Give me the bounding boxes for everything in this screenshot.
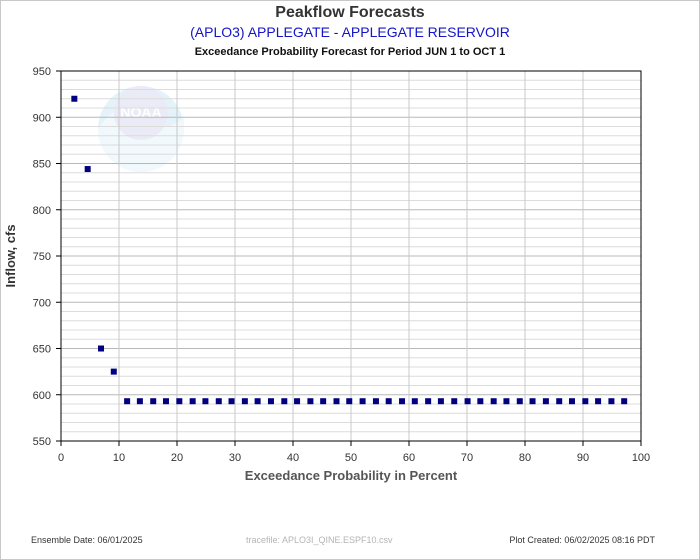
y-axis-label: Inflow, cfs — [3, 224, 18, 287]
data-point — [136, 398, 143, 405]
x-tick-label: 90 — [577, 452, 589, 464]
data-point — [281, 398, 288, 405]
y-tick-label: 800 — [33, 205, 51, 217]
data-point — [516, 398, 523, 405]
data-point — [71, 95, 78, 102]
x-tick-label: 50 — [345, 452, 357, 464]
data-point — [189, 398, 196, 405]
plot-created: Plot Created: 06/02/2025 08:16 PDT — [509, 535, 655, 545]
x-tick-label: 80 — [519, 452, 531, 464]
data-point — [411, 398, 418, 405]
data-point — [162, 398, 169, 405]
data-point — [385, 398, 392, 405]
data-point — [98, 345, 105, 352]
chart-title: Peakflow Forecasts — [275, 4, 425, 21]
y-tick-label: 700 — [33, 297, 51, 309]
y-tick-label: 600 — [33, 390, 51, 402]
x-tick-label: 0 — [58, 452, 64, 464]
data-point — [215, 398, 222, 405]
x-axis-label: Exceedance Probability in Percent — [245, 468, 458, 483]
data-point — [346, 398, 353, 405]
y-tick-label: 750 — [33, 251, 51, 263]
data-point — [359, 398, 366, 405]
data-point — [477, 398, 484, 405]
data-point — [503, 398, 510, 405]
y-tick-label: 550 — [33, 436, 51, 448]
chart-subtitle: (APLO3) APPLEGATE - APPLEGATE RESERVOIR — [190, 24, 510, 40]
data-point — [595, 398, 602, 405]
y-tick-label: 950 — [33, 66, 51, 78]
data-point — [464, 398, 471, 405]
y-tick-label: 850 — [33, 159, 51, 171]
x-tick-label: 30 — [229, 452, 241, 464]
data-point — [490, 398, 497, 405]
data-point — [254, 398, 261, 405]
data-point — [150, 398, 157, 405]
y-tick-label: 650 — [33, 344, 51, 356]
data-point — [451, 398, 458, 405]
data-point — [307, 398, 314, 405]
data-point — [529, 398, 536, 405]
data-point — [124, 398, 131, 405]
data-point — [425, 398, 432, 405]
data-point — [84, 166, 91, 173]
tracefile-name: tracefile: APLO3I_QINE.ESPF10.csv — [246, 535, 393, 545]
data-point — [202, 398, 209, 405]
data-point — [608, 398, 615, 405]
data-point — [294, 398, 301, 405]
data-point — [582, 398, 589, 405]
data-point — [399, 398, 406, 405]
data-point — [372, 398, 379, 405]
data-point — [556, 398, 563, 405]
x-tick-label: 40 — [287, 452, 299, 464]
data-point — [333, 398, 340, 405]
forecast-period: Exceedance Probability Forecast for Peri… — [194, 46, 506, 58]
data-point — [110, 368, 117, 375]
data-point — [542, 398, 549, 405]
y-tick-label: 900 — [33, 112, 51, 124]
x-tick-label: 100 — [632, 452, 650, 464]
data-point — [320, 398, 327, 405]
data-point — [176, 398, 183, 405]
data-point — [621, 398, 628, 405]
x-tick-label: 20 — [171, 452, 183, 464]
data-point — [241, 398, 248, 405]
ensemble-date: Ensemble Date: 06/01/2025 — [31, 535, 143, 545]
data-point — [228, 398, 235, 405]
x-tick-label: 60 — [403, 452, 415, 464]
x-tick-label: 10 — [113, 452, 125, 464]
data-point — [568, 398, 575, 405]
data-point — [437, 398, 444, 405]
data-point — [267, 398, 274, 405]
x-tick-label: 70 — [461, 452, 473, 464]
